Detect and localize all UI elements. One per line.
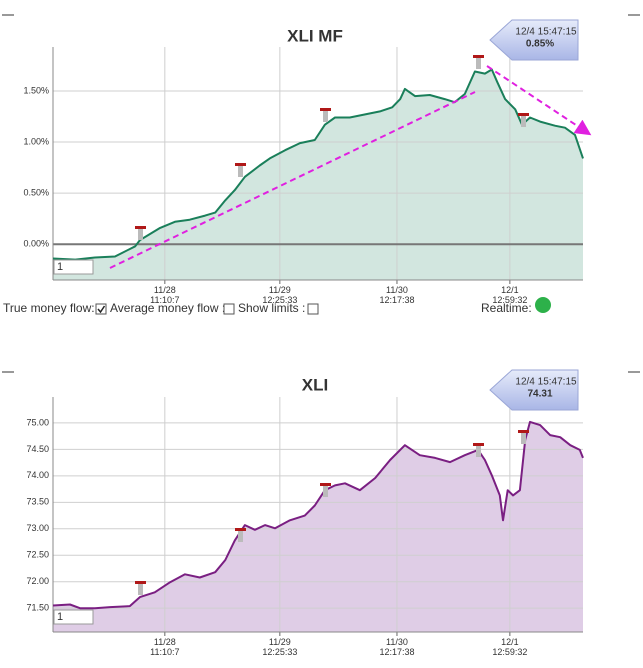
x-tick-label-line: 12:17:38: [379, 647, 414, 657]
event-flag-pole: [238, 165, 243, 177]
trend-line: [109, 91, 476, 269]
event-flag-pole: [476, 57, 481, 69]
y-tick-label: 73.00: [26, 523, 49, 533]
x-tick-label-line: 11:10:7: [150, 295, 179, 305]
event-flag: [235, 528, 246, 531]
range-input-text: 1: [57, 611, 63, 623]
checkbox[interactable]: [95, 303, 107, 315]
y-tick-label: 74.00: [26, 470, 49, 480]
y-tick-label: 71.50: [26, 603, 49, 613]
control-label: Realtime:: [481, 301, 532, 315]
x-tick-label: 11/29 12:25:33: [262, 285, 297, 305]
control-label: Average money flow :: [110, 301, 225, 315]
event-flag: [518, 113, 529, 116]
series-line: [52, 420, 584, 610]
checkmark: [97, 305, 106, 314]
x-tick-label: 12/1 12:59:32: [492, 285, 527, 305]
x-tick-label-line: 12:25:33: [262, 295, 297, 305]
event-flag-pole: [323, 110, 328, 122]
x-tick-label-line: 11/29: [269, 637, 291, 647]
event-flag: [135, 581, 146, 584]
y-tick-label: 1.50%: [23, 85, 49, 95]
y-tick-label: 72.00: [26, 576, 49, 586]
event-flag-pole: [521, 115, 526, 127]
x-tick-label: 11/28 11:10:7: [150, 637, 179, 657]
y-tick-label: 1.00%: [23, 136, 49, 146]
y-tick-label: 75.00: [26, 417, 49, 427]
control-label: True money flow:: [3, 301, 95, 315]
last-value-card: [489, 19, 579, 61]
event-flag: [135, 226, 146, 229]
x-tick-label-line: 11/30: [386, 637, 408, 647]
charts: XLI MF0.00%0.50%1.00%1.50%11/28 11:10:711…: [23, 19, 592, 657]
x-tick-label-line: 12:59:32: [492, 295, 527, 305]
event-flag-pole: [138, 583, 143, 595]
range-input[interactable]: [53, 609, 94, 625]
event-flag-pole: [476, 445, 481, 457]
event-flag-pole: [323, 485, 328, 497]
event-flag: [473, 55, 484, 58]
chart-title: XLI: [302, 375, 328, 394]
x-tick-label-line: 12/1: [501, 285, 519, 295]
y-tick-label: 73.50: [26, 497, 49, 507]
card-time: 12/4 15:47:15: [515, 27, 577, 38]
x-tick-label-line: 12:25:33: [262, 647, 297, 657]
event-flag: [320, 483, 331, 486]
trend-line: [486, 65, 592, 136]
x-tick-label: 11/30 12:17:38: [379, 285, 414, 305]
realtime-indicator[interactable]: [535, 297, 551, 313]
event-flag: [320, 108, 331, 111]
chart-title: XLI MF: [287, 26, 343, 45]
event-flag: [235, 163, 246, 166]
checkbox[interactable]: [223, 303, 235, 315]
range-input-text: 1: [57, 261, 63, 273]
x-tick-label-line: 11/28: [154, 637, 176, 647]
x-tick-label: 11/30 12:17:38: [379, 637, 414, 657]
x-tick-label-line: 11:10:7: [150, 647, 179, 657]
x-tick-label: 12/1 12:59:32: [492, 637, 527, 657]
range-input[interactable]: [53, 259, 94, 275]
card-time: 12/4 15:47:15: [515, 377, 577, 388]
event-flag-pole: [138, 228, 143, 240]
y-tick-label: 74.50: [26, 444, 49, 454]
area-fill: [53, 69, 583, 280]
x-tick-label-line: 11/30: [386, 285, 408, 295]
event-flag: [518, 430, 529, 433]
area-fill: [53, 421, 583, 632]
event-flag-pole: [521, 432, 526, 444]
y-tick-label: 0.00%: [23, 239, 49, 249]
y-tick-label: 72.50: [26, 550, 49, 560]
series-line: [52, 68, 584, 261]
x-tick-label-line: 11/29: [269, 285, 291, 295]
last-value-card: [489, 369, 579, 411]
checkbox[interactable]: [307, 303, 319, 315]
x-tick-label: 11/28 11:10:7: [150, 285, 179, 305]
event-flag: [473, 443, 484, 446]
x-tick-label: 11/29 12:25:33: [262, 637, 297, 657]
x-tick-label-line: 12:59:32: [492, 647, 527, 657]
card-value: 0.85%: [526, 39, 554, 50]
x-tick-label-line: 12/1: [501, 637, 519, 647]
control-label: Show limits :: [238, 301, 305, 315]
event-flag-pole: [238, 530, 243, 542]
y-tick-label: 0.50%: [23, 188, 49, 198]
card-value: 74.31: [527, 389, 552, 400]
x-tick-label-line: 12:17:38: [379, 295, 414, 305]
x-tick-label-line: 11/28: [154, 285, 176, 295]
